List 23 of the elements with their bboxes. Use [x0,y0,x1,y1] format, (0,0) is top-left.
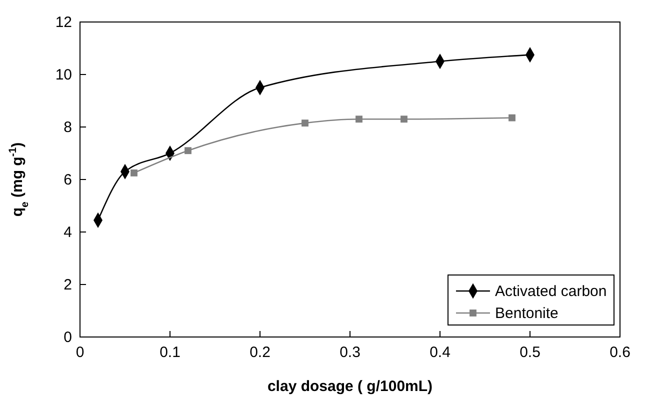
x-tick-label: 0.3 [340,344,360,361]
y-tick-label: 2 [64,276,72,294]
point [356,116,362,123]
x-tick-label: 0.4 [430,344,450,361]
y-tick-label: 6 [64,172,72,188]
y-tick-label: 10 [55,66,72,84]
point [508,114,516,122]
legend-label: Bentonite [495,305,558,322]
point [184,147,192,154]
x-tick-label: 0.2 [250,344,270,361]
x-tick-label: 0.6 [610,344,630,361]
x-tick-label: 0.5 [520,344,540,361]
y-tick-label: 0 [64,329,72,346]
legend-label: Activated carbon [495,283,607,300]
x-tick-label: 0 [76,344,84,361]
y-tick-label: 12 [55,14,72,31]
y-tick-label: 8 [64,119,72,136]
y-tick-label: 4 [64,224,72,241]
point [302,120,308,127]
x-tick-label: 0.1 [160,344,180,361]
point [130,169,138,176]
point [400,116,408,123]
x-axis-title: clay dosage ( g/100mL) [267,378,433,395]
